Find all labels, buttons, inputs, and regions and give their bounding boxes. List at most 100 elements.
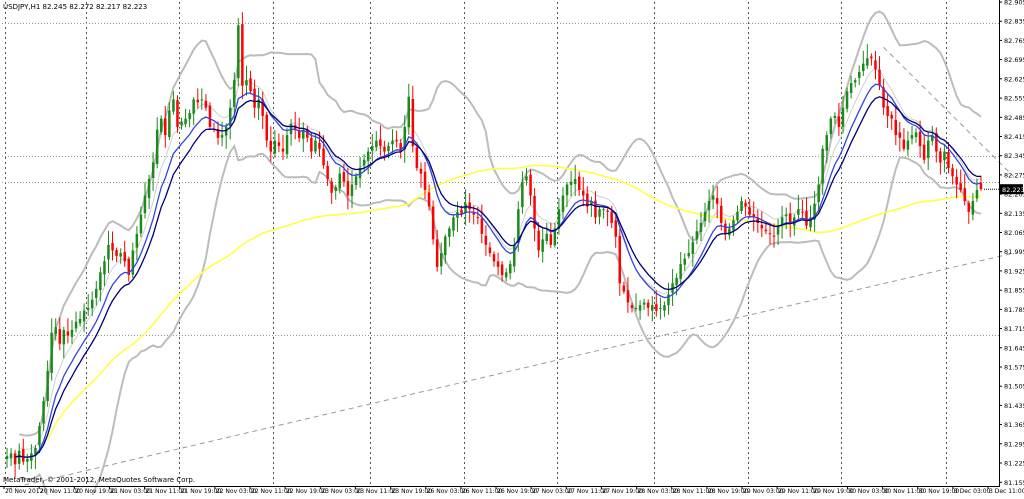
time-tick-label: 20 Nov 19:00 <box>75 488 116 495</box>
time-tick-label: 20 Nov 2012 <box>5 488 44 495</box>
time-tick-label: 3 Dec 03:00 <box>954 488 991 495</box>
candle-body <box>606 210 609 212</box>
time-tick-label: 28 Nov 03:00 <box>638 488 679 495</box>
candle-body <box>711 195 715 200</box>
candle-body <box>224 126 228 136</box>
candle-body <box>147 179 151 199</box>
candle-body <box>192 99 195 114</box>
candle-body <box>557 209 561 229</box>
candle-body <box>797 209 800 215</box>
candle-body <box>188 113 191 120</box>
price-tick-label: 82.275 <box>1004 171 1024 179</box>
candle-body <box>541 239 544 252</box>
time-tick-label: 29 Nov 19:00 <box>813 488 854 495</box>
candle-body <box>890 114 893 119</box>
time-tick-label: 28 Nov 19:00 <box>708 488 749 495</box>
candle-body <box>492 254 496 262</box>
time-tick-label: 30 Nov 03:00 <box>848 488 889 495</box>
candle-body <box>176 100 179 127</box>
candle-body <box>789 213 792 223</box>
candle-body <box>817 184 820 203</box>
candle-body <box>614 220 617 237</box>
time-tick-label: 21 Nov 03:00 <box>110 488 151 495</box>
candle-body <box>517 209 520 244</box>
candle-body <box>46 371 49 401</box>
candle-body <box>590 201 593 205</box>
candle-body <box>533 195 536 229</box>
candle-body <box>565 184 569 196</box>
candle-body <box>687 253 690 257</box>
candle-body <box>127 258 130 275</box>
time-tick-label: 28 Nov 11:00 <box>673 488 714 495</box>
candle-body <box>683 258 686 265</box>
candle-body <box>768 233 772 235</box>
candle-body <box>525 176 528 181</box>
candle-body <box>626 290 630 303</box>
slow-ma-line <box>46 164 981 441</box>
time-tick-label: 20 Nov 11:00 <box>40 488 81 495</box>
candle-body <box>829 118 833 135</box>
candle-body <box>703 211 707 222</box>
candle-body <box>444 236 447 256</box>
candle-body <box>13 453 17 465</box>
candle-body <box>472 211 475 215</box>
candle-body <box>598 209 601 217</box>
candle-body <box>326 165 329 179</box>
candle-body <box>638 305 642 311</box>
candle-body <box>237 25 240 79</box>
candle-body <box>34 448 37 456</box>
candle-body <box>391 140 394 145</box>
fast-moving-averages <box>14 83 982 459</box>
price-tick-label: 81.295 <box>1004 440 1024 448</box>
candle-body <box>229 107 232 126</box>
candle-body <box>578 176 581 190</box>
candle-body <box>476 217 479 219</box>
candle-body <box>748 207 751 215</box>
candle-body <box>22 449 25 462</box>
candle-body <box>776 225 780 235</box>
time-tick-label: 22 Nov 19:00 <box>286 488 327 495</box>
candle-body <box>403 126 406 150</box>
candle-body <box>281 148 285 152</box>
candle-body <box>496 261 500 267</box>
candle-body <box>155 129 159 164</box>
candle-body <box>918 131 922 147</box>
candle-body <box>886 106 889 116</box>
candle-body <box>963 188 966 201</box>
candle-body <box>594 200 597 218</box>
candle-body <box>809 217 812 228</box>
time-tick-label: 30 Nov 19:00 <box>919 488 960 495</box>
candle-body <box>878 69 881 86</box>
candle-body <box>841 107 845 127</box>
candle-body <box>261 99 264 116</box>
candle-body <box>642 302 646 305</box>
price-tick-label: 82.065 <box>1004 229 1024 237</box>
candle-body <box>306 129 309 138</box>
candle-body <box>480 218 484 234</box>
candle-body <box>586 193 589 207</box>
candle-body <box>220 135 224 138</box>
time-tick-label: 27 Nov 11:00 <box>567 488 608 495</box>
candle-body <box>561 195 565 212</box>
candle-body <box>922 144 926 160</box>
candle-body <box>375 140 378 148</box>
candle-body <box>874 60 877 70</box>
price-tick-label: 81.225 <box>1004 460 1024 468</box>
candle-body <box>947 152 950 168</box>
candle-body <box>419 168 423 174</box>
candle-body <box>293 125 297 130</box>
candle-body <box>431 206 435 240</box>
candle-body <box>452 217 455 231</box>
candle-body <box>265 114 268 141</box>
candle-body <box>119 253 122 257</box>
candle-body <box>70 329 74 337</box>
candle-body <box>488 247 492 254</box>
candle-body <box>362 159 366 166</box>
candle-body <box>825 135 828 151</box>
candle-body <box>151 162 155 178</box>
price-tick-label: 82.905 <box>1004 0 1024 7</box>
candle-body <box>663 305 666 311</box>
